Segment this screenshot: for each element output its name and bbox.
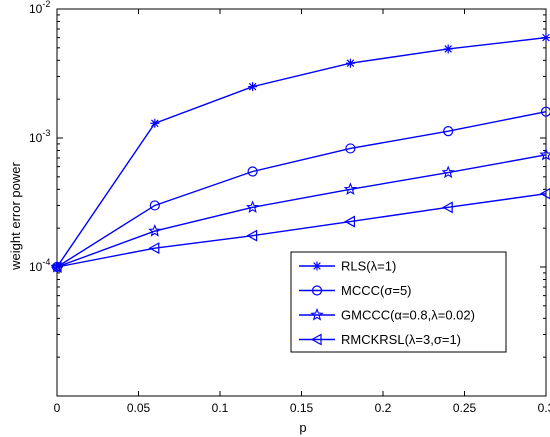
series-triangle-left [50,188,550,274]
legend-label: RMCKRSL(λ=3,σ=1) [341,332,461,347]
triangle-left-marker [344,215,355,228]
y-tick-label: 10-4 [29,257,50,274]
y-tick-exponent: -2 [42,0,50,9]
star-marker [441,165,455,179]
series-layer [50,33,550,274]
series-asterisk [52,33,550,272]
legend-entry: RLS(λ=1) [299,259,396,274]
legend-label: RLS(λ=1) [341,259,396,274]
circle-marker [443,126,454,137]
circle-marker [345,143,356,154]
x-tick-label: 0.2 [375,401,392,415]
x-tick-label: 0.1 [212,401,229,415]
triangle-left-marker [539,188,550,200]
star-marker [343,182,358,195]
series-line [56,110,547,268]
asterisk-marker [150,118,160,128]
asterisk-marker [541,33,550,43]
star-marker [148,224,162,237]
series-circle [51,106,550,273]
x-tick-label: 0.25 [453,401,477,415]
legend-entry: RMCKRSL(λ=3,σ=1) [299,332,461,347]
series-line [56,36,547,268]
x-tick-label: 0 [54,401,61,415]
asterisk-marker [345,58,355,68]
circle-marker [247,166,258,177]
x-tick-label: 0.3 [538,401,550,415]
x-tick-label: 0.05 [127,401,151,415]
legend-label: MCCC(σ=5) [341,283,412,298]
x-axis-ticks: 0 0.05 0.1 0.15 0.2 0.25 0.3 [54,9,550,415]
y-axis-label: weight error power [8,162,23,271]
y-tick-base: 10 [29,260,43,274]
y-tick-label: 10-2 [29,0,50,16]
x-axis-label: p [299,420,306,435]
triangle-left-marker [148,242,160,255]
legend-entry: MCCC(σ=5) [299,283,412,298]
circle-marker [540,106,550,117]
y-tick-base: 10 [29,131,43,145]
y-tick-base: 10 [29,2,43,16]
triangle-left-marker [50,260,62,274]
x-tick-label: 0.15 [290,401,314,415]
series-line [56,154,547,268]
y-axis-ticks: 10-410-310-2 [29,0,546,358]
star-marker [245,200,260,214]
y-tick-label: 10-3 [29,128,50,145]
circle-marker [311,285,323,296]
legend-box [290,251,507,353]
series-line [56,193,547,268]
legend-entry: GMCCC(α=0.8,λ=0.02) [299,308,475,323]
y-tick-exponent: -3 [42,128,50,138]
asterisk-marker [248,82,258,92]
asterisk-marker [443,44,453,54]
star-marker [310,308,324,321]
triangle-left-marker [246,229,258,242]
asterisk-marker [312,261,322,271]
triangle-left-marker [441,201,453,214]
triangle-left-marker [310,333,322,346]
legend: RLS(λ=1) MCCC(σ=5) GMCCC(α=0.8,λ=0.02) RMCK… [290,251,507,353]
y-tick-exponent: -4 [42,257,50,267]
circle-marker [149,200,160,211]
legend-label: GMCCC(α=0.8,λ=0.02) [341,308,475,323]
